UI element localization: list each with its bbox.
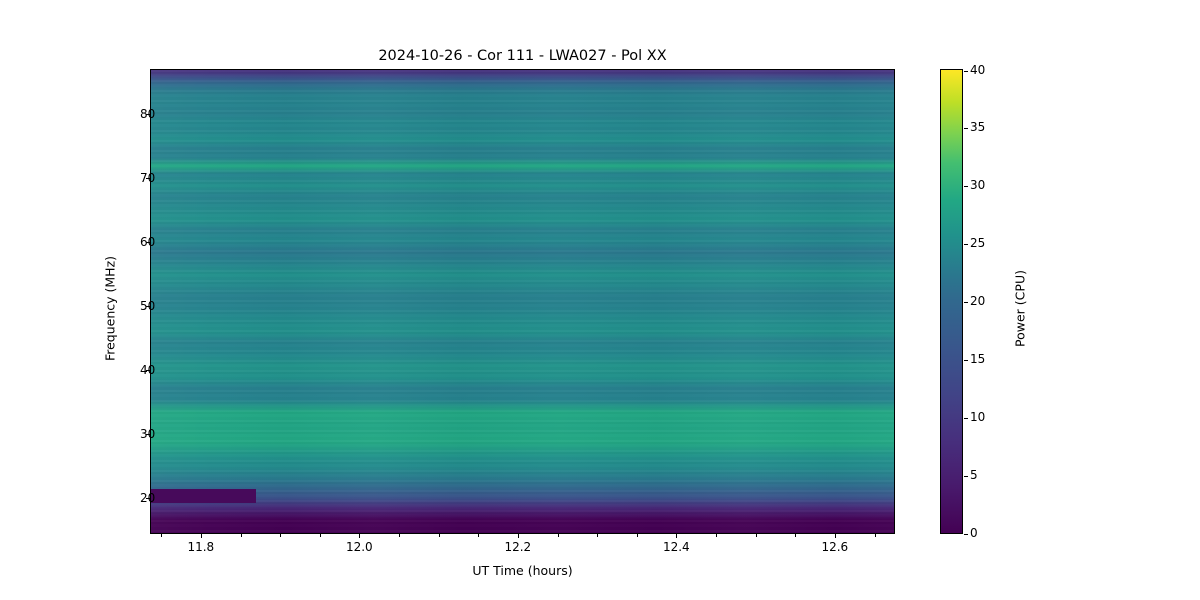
- page-title: 2024-10-26 - Cor 111 - LWA027 - Pol XX: [378, 48, 667, 64]
- ytick-label-0: 20: [140, 491, 156, 506]
- xtick-12.0: [359, 534, 361, 538]
- colorbar-gradient: [941, 70, 962, 533]
- xtick-minor: [636, 534, 638, 537]
- xtick-minor: [280, 534, 282, 537]
- colorbar-tick-15: [964, 359, 968, 361]
- colorbar-label-10: 10: [970, 409, 986, 424]
- colorbar-label-15: 15: [970, 351, 986, 366]
- xtick-minor: [478, 534, 480, 537]
- xtick-12.4: [676, 534, 678, 538]
- time-variation-shading: [151, 70, 894, 533]
- y-axis-label: Frequency (MHz): [102, 255, 118, 362]
- colorbar-tick-10: [964, 417, 968, 419]
- colorbar-tick-5: [964, 475, 968, 477]
- xtick-12.6: [834, 534, 836, 538]
- xtick-12.2: [517, 534, 519, 538]
- xtick-minor: [755, 534, 757, 537]
- flagged-dropout-block: [151, 489, 256, 503]
- xtick-11.8: [200, 534, 202, 538]
- ytick-label-1: 30: [140, 427, 156, 442]
- xtick-label-2: 12.2: [504, 540, 532, 554]
- colorbar-axis-label: Power (CPU): [1012, 270, 1028, 347]
- colorbar-tick-0: [964, 533, 968, 535]
- colorbar-label-35: 35: [970, 119, 986, 134]
- colorbar-tick-30: [964, 185, 968, 187]
- xtick-label-4: 12.6: [821, 540, 849, 554]
- colorbar-tick-20: [964, 301, 968, 303]
- ytick-label-2: 40: [140, 363, 156, 378]
- colorbar-tick-35: [964, 127, 968, 129]
- xtick-label-0: 11.8: [187, 540, 215, 554]
- xtick-minor: [874, 534, 876, 537]
- colorbar-tick-25: [964, 243, 968, 245]
- xtick-minor: [161, 534, 163, 537]
- ytick-label-3: 50: [140, 299, 156, 313]
- xtick-minor: [438, 534, 440, 537]
- frequency-power-gradient: [151, 70, 894, 533]
- colorbar-label-20: 20: [970, 293, 986, 308]
- xtick-minor: [557, 534, 559, 537]
- ytick-label-4: 60: [140, 234, 156, 249]
- colorbar[interactable]: [940, 69, 968, 535]
- xtick-minor: [399, 534, 401, 537]
- xtick-label-3: 12.4: [662, 540, 690, 554]
- xtick-minor: [795, 534, 797, 537]
- colorbar-label-5: 5: [970, 467, 978, 482]
- xtick-minor: [716, 534, 718, 537]
- colorbar-label-0: 0: [970, 525, 978, 540]
- colorbar-label-30: 30: [970, 177, 986, 192]
- xtick-minor: [319, 534, 321, 537]
- x-axis-label: UT Time (hours): [472, 563, 573, 578]
- spectrogram-image: [151, 70, 894, 533]
- ytick-label-5: 70: [140, 170, 156, 185]
- channel-stripe-texture: [151, 70, 894, 533]
- ytick-label-6: 80: [140, 106, 156, 121]
- xtick-label-1: 12.0: [345, 540, 373, 554]
- colorbar-tick-40: [964, 70, 968, 72]
- colorbar-label-25: 25: [970, 235, 986, 250]
- xtick-minor: [240, 534, 242, 537]
- xtick-minor: [597, 534, 599, 537]
- colorbar-label-40: 40: [970, 62, 986, 77]
- spectrogram-axes[interactable]: [150, 69, 895, 534]
